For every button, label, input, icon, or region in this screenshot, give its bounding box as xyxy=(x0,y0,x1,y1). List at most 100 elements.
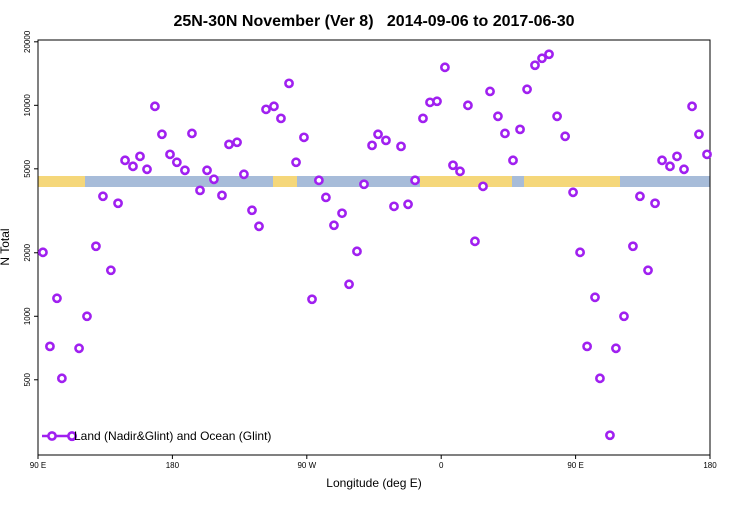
land-band xyxy=(420,176,512,187)
data-point xyxy=(373,129,383,140)
data-point xyxy=(552,111,562,122)
data-point xyxy=(329,220,339,231)
data-point xyxy=(202,165,212,176)
data-point xyxy=(568,187,578,198)
data-point xyxy=(403,199,413,210)
data-point xyxy=(299,132,309,143)
data-point xyxy=(687,101,697,112)
data-point xyxy=(650,198,660,209)
data-point xyxy=(605,430,615,441)
land-band xyxy=(38,176,85,187)
data-point xyxy=(448,160,458,171)
y-tick-label: 500 xyxy=(23,373,32,387)
data-point xyxy=(352,246,362,257)
data-point xyxy=(209,174,219,185)
data-point xyxy=(440,62,450,73)
data-point xyxy=(56,373,67,384)
data-point xyxy=(396,141,406,152)
data-point xyxy=(38,247,48,258)
y-tick-label: 5000 xyxy=(23,159,32,177)
data-point xyxy=(389,201,399,212)
data-point xyxy=(611,343,621,354)
data-point xyxy=(187,128,197,139)
data-point xyxy=(590,292,600,303)
data-point xyxy=(478,181,488,192)
data-point xyxy=(171,157,182,168)
y-tick-label: 1000 xyxy=(23,307,32,325)
x-tick-label: 0 xyxy=(439,461,444,470)
data-point xyxy=(276,113,286,124)
data-point xyxy=(485,86,495,97)
legend-marker xyxy=(67,431,77,441)
data-point xyxy=(313,175,324,186)
data-point xyxy=(321,192,331,203)
data-point xyxy=(657,155,667,166)
y-tick-label: 2000 xyxy=(23,243,32,261)
data-point xyxy=(359,179,369,190)
data-point xyxy=(381,135,391,146)
data-point xyxy=(52,293,62,304)
legend-marker xyxy=(47,431,57,441)
data-point xyxy=(455,166,465,177)
plot-frame xyxy=(37,39,711,456)
data-point xyxy=(515,124,525,135)
data-point xyxy=(508,155,518,166)
data-point xyxy=(180,165,190,176)
data-point xyxy=(195,185,205,196)
data-point xyxy=(120,155,130,166)
data-point xyxy=(628,241,638,252)
data-point xyxy=(635,191,645,202)
data-point xyxy=(619,311,629,322)
y-tick-label: 20000 xyxy=(23,30,32,53)
land-band xyxy=(524,176,620,187)
data-point xyxy=(544,49,554,60)
chart-title: 25N-30N November (Ver 8) 2014-09-06 to 2… xyxy=(173,13,574,30)
data-point xyxy=(157,129,167,140)
data-point xyxy=(74,343,84,354)
data-point xyxy=(105,265,116,276)
data-point xyxy=(432,96,442,107)
data-point xyxy=(254,221,264,232)
data-point xyxy=(291,157,301,168)
y-tick-label: 10000 xyxy=(23,94,32,117)
data-point xyxy=(150,101,160,112)
data-point xyxy=(595,373,605,384)
x-tick-label: 90 E xyxy=(30,461,46,470)
legend-label: Land (Nadir&Glint) and Ocean (Glint) xyxy=(74,429,271,443)
data-point xyxy=(217,190,227,201)
x-tick-label: 180 xyxy=(166,461,180,470)
data-point xyxy=(91,241,101,252)
land-ocean-band xyxy=(38,176,710,187)
data-point xyxy=(337,208,347,219)
data-point xyxy=(418,113,428,124)
data-point xyxy=(45,341,55,352)
x-tick-label: 180 xyxy=(703,461,717,470)
data-point xyxy=(410,175,420,186)
x-tick-label: 90 E xyxy=(567,461,583,470)
land-band xyxy=(273,176,297,187)
data-point xyxy=(643,265,653,276)
data-point xyxy=(463,100,473,111)
data-point xyxy=(261,104,271,115)
data-point xyxy=(672,151,682,162)
data-point xyxy=(269,101,279,112)
ocean-band xyxy=(38,176,710,187)
data-point xyxy=(522,84,532,95)
data-point xyxy=(575,247,585,258)
data-point xyxy=(560,131,571,142)
data-point xyxy=(247,205,257,216)
data-point xyxy=(307,294,317,305)
data-point xyxy=(113,198,123,209)
data-point xyxy=(232,137,242,148)
data-point xyxy=(135,151,145,162)
data-point xyxy=(82,311,92,322)
data-point xyxy=(239,169,249,180)
data-point xyxy=(582,341,592,352)
data-point xyxy=(530,60,540,71)
data-point xyxy=(284,78,294,89)
data-point xyxy=(493,111,503,122)
data-point xyxy=(470,236,480,247)
y-axis-label: N Total xyxy=(0,228,12,265)
x-tick-label: 90 W xyxy=(297,461,316,470)
